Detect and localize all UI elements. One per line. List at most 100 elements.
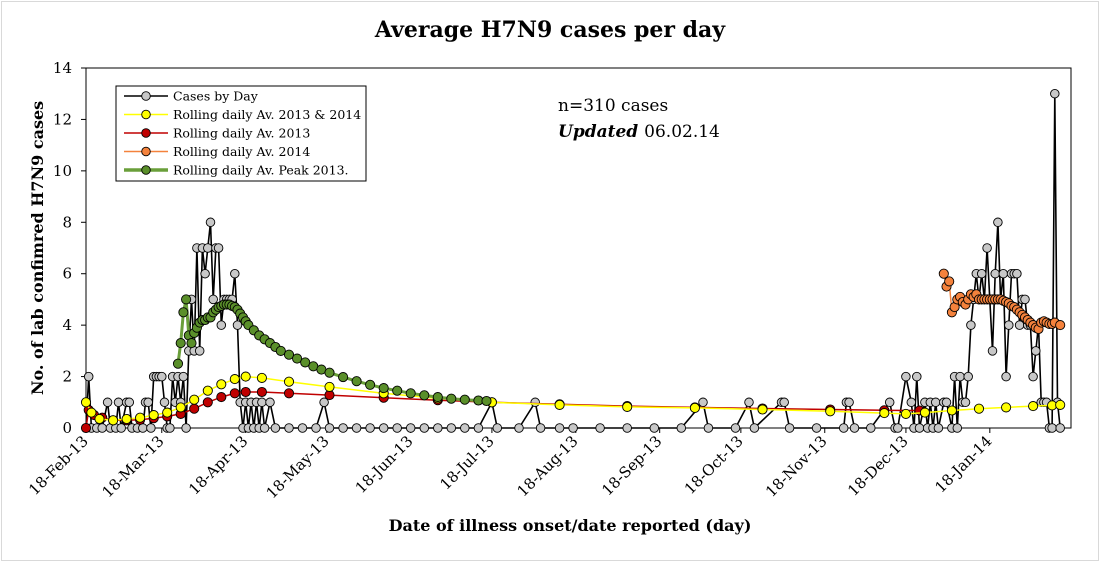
data-point	[419, 423, 430, 433]
data-point	[459, 394, 470, 405]
data-point	[202, 385, 213, 396]
data-point	[825, 406, 836, 417]
data-point	[1020, 294, 1030, 305]
data-point	[175, 338, 186, 349]
data-point	[1004, 320, 1014, 330]
data-point	[378, 383, 389, 394]
data-point	[676, 423, 687, 433]
legend-marker	[141, 128, 151, 138]
data-point	[744, 397, 754, 408]
data-point	[649, 423, 660, 433]
data-point	[229, 374, 240, 385]
series-line	[85, 375, 1061, 422]
data-point	[283, 388, 295, 399]
data-point	[879, 408, 890, 419]
data-point	[275, 345, 286, 356]
data-point	[86, 407, 97, 418]
annotation-updated-label: Updated	[558, 122, 638, 142]
data-point	[473, 423, 484, 433]
data-point	[232, 320, 243, 330]
data-point	[973, 403, 985, 414]
data-point	[906, 397, 917, 408]
data-point	[938, 268, 949, 279]
y-tick-label: 10	[53, 162, 72, 180]
data-point	[138, 423, 148, 433]
data-point	[203, 243, 213, 253]
data-point	[952, 423, 963, 433]
data-point	[284, 423, 294, 433]
data-point	[1001, 371, 1011, 382]
data-point	[319, 397, 329, 408]
data-point	[270, 423, 281, 433]
x-tick-label: 18-Feb-13	[25, 432, 92, 499]
data-point	[554, 399, 565, 410]
series-layer	[80, 88, 1066, 434]
data-point	[1047, 423, 1057, 433]
y-tick-label: 6	[62, 265, 72, 283]
data-point	[324, 367, 335, 378]
data-point	[622, 401, 633, 412]
data-point	[446, 393, 457, 404]
data-point	[993, 217, 1003, 228]
data-point	[256, 386, 267, 398]
data-point	[113, 397, 124, 408]
data-point	[976, 268, 987, 279]
data-point	[256, 372, 267, 383]
data-point	[229, 388, 240, 399]
data-point	[172, 358, 184, 369]
data-point	[338, 423, 348, 433]
data-point	[884, 397, 895, 408]
data-point	[181, 294, 192, 305]
data-point	[966, 320, 976, 330]
data-point	[202, 397, 213, 408]
data-point	[757, 404, 768, 415]
data-point	[143, 397, 153, 408]
data-point	[181, 423, 191, 433]
data-point	[1028, 371, 1038, 382]
data-point	[189, 394, 200, 405]
annotation-n-cases: n=310 cases	[558, 96, 668, 116]
series-line	[85, 93, 1061, 430]
data-point	[378, 423, 389, 433]
data-point	[257, 397, 267, 408]
x-tick-label: 18-May-13	[263, 432, 333, 502]
legend-marker	[141, 146, 151, 157]
data-point	[866, 423, 876, 433]
y-axis-label: No. of lab confimred H7N9 cases	[28, 101, 47, 395]
data-point	[960, 397, 971, 408]
data-point	[157, 371, 167, 382]
data-point	[338, 372, 349, 383]
x-tick-label: 18-Jul-13	[436, 432, 497, 493]
data-point	[1012, 268, 1022, 279]
legend-marker	[141, 91, 151, 101]
data-point	[324, 423, 335, 433]
data-point	[351, 423, 362, 433]
data-point	[108, 415, 119, 426]
data-point	[205, 217, 216, 228]
y-tick-label: 14	[53, 59, 72, 77]
series-3	[938, 268, 1066, 335]
data-point	[405, 388, 416, 399]
data-point	[135, 412, 146, 423]
data-point	[124, 397, 135, 408]
data-point	[481, 395, 492, 407]
legend-label: Rolling daily Av. 2013	[173, 126, 310, 141]
annotation-updated-date: 06.02.14	[644, 122, 720, 142]
data-point	[351, 376, 362, 387]
data-point	[535, 423, 546, 433]
data-point	[208, 294, 218, 305]
data-point	[159, 397, 170, 408]
data-point	[941, 397, 952, 408]
x-tick-label: 18-Sep-13	[598, 432, 665, 499]
x-tick-label: 18-Oct-13	[681, 432, 747, 498]
data-point	[946, 405, 957, 416]
data-point	[622, 423, 632, 433]
data-point	[919, 407, 930, 418]
data-point	[240, 371, 251, 382]
data-point	[514, 423, 524, 433]
data-point	[1055, 423, 1065, 433]
annotation-updated: Updated 06.02.14	[558, 122, 720, 142]
x-tick-label: 18-Nov-13	[762, 432, 831, 501]
data-point	[148, 410, 159, 421]
x-axis-label: Date of illness onset/date reported (day…	[389, 516, 752, 535]
